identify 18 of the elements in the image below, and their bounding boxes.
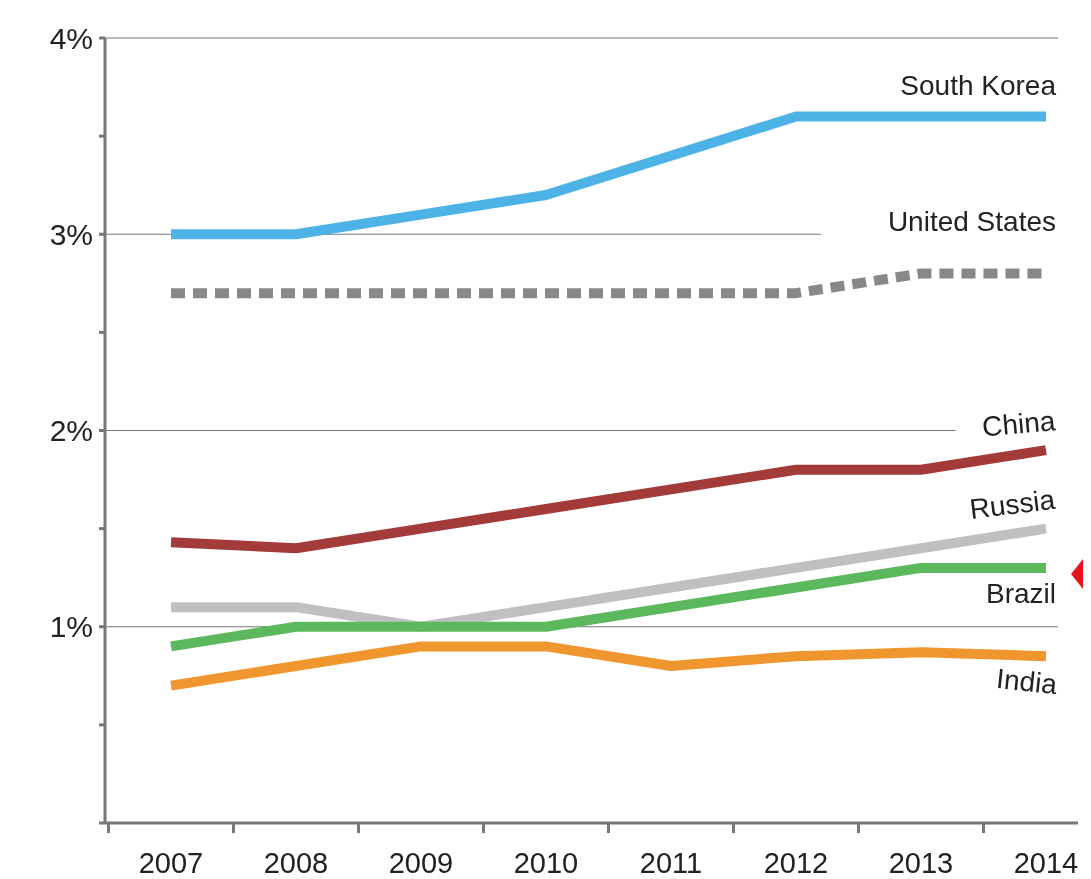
x-tick-label: 2009 [388, 847, 454, 879]
y-tick-label: 3% [49, 217, 93, 251]
x-tick-label: 2011 [639, 847, 703, 879]
x-tick-label: 2010 [513, 847, 579, 879]
x-tick-label: 2012 [763, 847, 829, 879]
text: Russia [968, 483, 1058, 526]
series-label: China [980, 405, 1057, 443]
x-tick-label: 2014 [1013, 847, 1079, 879]
x-tick-label: 2007 [138, 847, 204, 879]
series-label: South Korea [900, 69, 1057, 101]
x-tick-label: 2013 [888, 847, 954, 879]
series-label: Brazil [985, 577, 1056, 609]
series-label: United States [887, 205, 1056, 237]
y-tick-label: 4% [49, 21, 93, 55]
x-tick-label: 2008 [263, 847, 329, 879]
y-tick-label: 1% [49, 610, 93, 644]
text: India [994, 662, 1060, 701]
y-tick-label: 2% [49, 414, 93, 447]
